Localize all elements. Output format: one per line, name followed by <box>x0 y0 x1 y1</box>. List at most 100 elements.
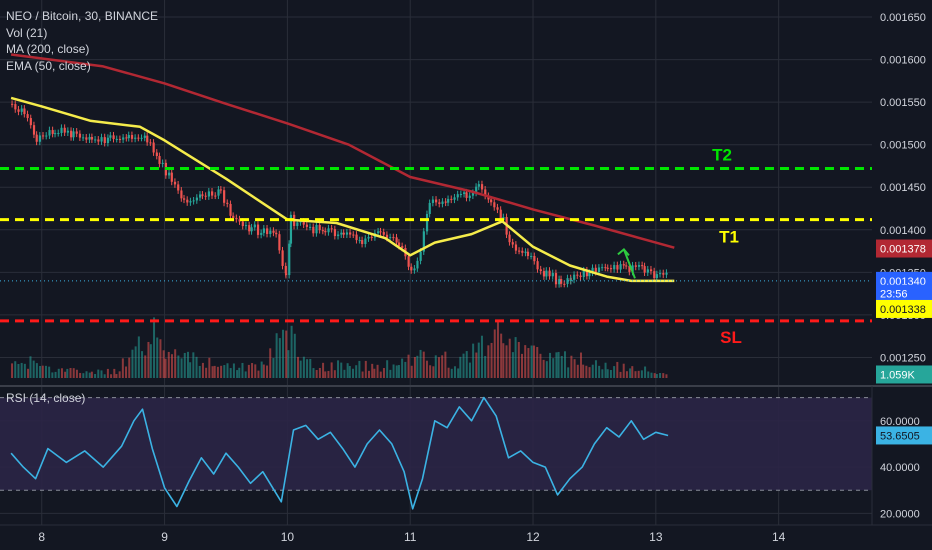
volume-bar <box>502 343 505 378</box>
candle-body <box>125 137 128 139</box>
price-tick-label: 0.001550 <box>880 97 926 109</box>
candle-body <box>588 272 591 277</box>
volume-bar <box>100 370 103 378</box>
volume-bar <box>521 353 524 378</box>
candle-body <box>20 108 23 112</box>
candle-body <box>533 255 536 262</box>
volume-bar <box>137 336 140 378</box>
volume-bar <box>69 367 72 378</box>
candle-body <box>158 155 161 164</box>
volume-legend[interactable]: Vol (21) <box>6 25 48 40</box>
candle-body <box>609 268 613 270</box>
symbol-title[interactable]: NEO / Bitcoin, 30, BINANCE <box>6 9 159 23</box>
volume-bar <box>613 366 616 378</box>
candle-body <box>333 229 337 237</box>
candle-body <box>419 251 422 261</box>
volume-bar <box>395 365 398 378</box>
candle-body <box>238 219 241 222</box>
candle-body <box>563 283 566 285</box>
volume-bar <box>459 356 462 378</box>
volume-bar <box>560 355 563 378</box>
candle-body <box>140 137 143 139</box>
volume-bar <box>189 362 192 378</box>
candle-body <box>269 230 272 234</box>
volume-bar <box>287 350 290 378</box>
candle-body <box>318 224 321 231</box>
volume-bar <box>244 371 247 378</box>
target-arrow-head <box>617 247 630 257</box>
volume-bar <box>573 359 576 378</box>
candle-body <box>26 114 29 119</box>
volume-bar <box>419 349 422 378</box>
candle-body <box>250 227 253 232</box>
main-legend: NEO / Bitcoin, 30, BINANCE Vol (21) MA (… <box>6 8 158 74</box>
candle-body <box>266 228 269 234</box>
volume-bar <box>198 365 201 378</box>
candle-body <box>201 194 204 196</box>
time-tick-label: 8 <box>38 530 45 544</box>
candle-body <box>17 109 20 112</box>
candle-body <box>545 270 548 277</box>
level-label-sl: SL <box>720 328 742 347</box>
ma-legend[interactable]: MA (200, close) <box>6 42 90 56</box>
volume-bar <box>536 346 539 378</box>
candle-body <box>468 195 471 198</box>
volume-bar <box>410 365 413 378</box>
volume-bar <box>35 363 38 378</box>
candle-body <box>569 279 573 281</box>
volume-bar <box>484 356 487 378</box>
volume-bar <box>591 364 594 378</box>
volume-bar <box>216 366 219 378</box>
price-tag-0: 0.001378 <box>876 239 932 258</box>
candle-body <box>601 267 604 269</box>
candle-body <box>407 256 410 267</box>
level-label-t1: T1 <box>719 228 739 247</box>
price-tag-4: 1.059K <box>876 365 932 384</box>
volume-bar <box>514 337 517 378</box>
candle-body <box>299 221 302 223</box>
candle-body <box>60 127 63 133</box>
volume-bar <box>413 356 416 378</box>
volume-bar <box>429 365 432 378</box>
candle-body <box>425 214 429 232</box>
candle-body <box>447 198 450 203</box>
candle-body <box>278 234 281 251</box>
volume-bar <box>404 361 407 378</box>
candle-body <box>361 240 364 244</box>
volume-bar <box>493 329 496 378</box>
volume-bar <box>389 369 392 378</box>
volume-bar <box>205 367 208 378</box>
volume-bar <box>453 366 456 378</box>
volume-bar <box>629 368 632 378</box>
candle-body <box>122 137 125 140</box>
rsi-legend[interactable]: RSI (14, close) <box>6 391 86 405</box>
rsi-tick-label: 40.0000 <box>880 462 920 474</box>
candle-body <box>115 138 118 140</box>
candle-body <box>428 202 431 215</box>
candle-body <box>573 274 576 280</box>
target-arrow-shaft <box>622 249 636 279</box>
candle-body <box>214 195 217 197</box>
volume-bar <box>468 362 471 378</box>
candle-body <box>149 142 152 144</box>
candle-body <box>48 130 51 136</box>
volume-bar <box>174 349 177 378</box>
volume-bar <box>576 364 579 378</box>
volume-bar <box>619 371 622 378</box>
ema-legend[interactable]: EMA (50, close) <box>6 58 91 73</box>
candle-body <box>211 191 214 196</box>
candle-body <box>395 237 398 243</box>
volume-bar <box>567 367 570 378</box>
candle-body <box>244 225 248 227</box>
candle-body <box>345 232 349 235</box>
volume-bar <box>327 370 330 378</box>
rsi-last-tag-label: 53.6505 <box>880 430 920 442</box>
price-tag-3-label: 0.001338 <box>880 304 926 316</box>
candle-body <box>524 251 527 253</box>
rsi-last-tag-bg <box>876 426 932 445</box>
candle-body <box>649 269 653 272</box>
volume-bar <box>156 337 159 378</box>
ma200-line <box>10 53 675 249</box>
candle-body <box>312 226 315 234</box>
